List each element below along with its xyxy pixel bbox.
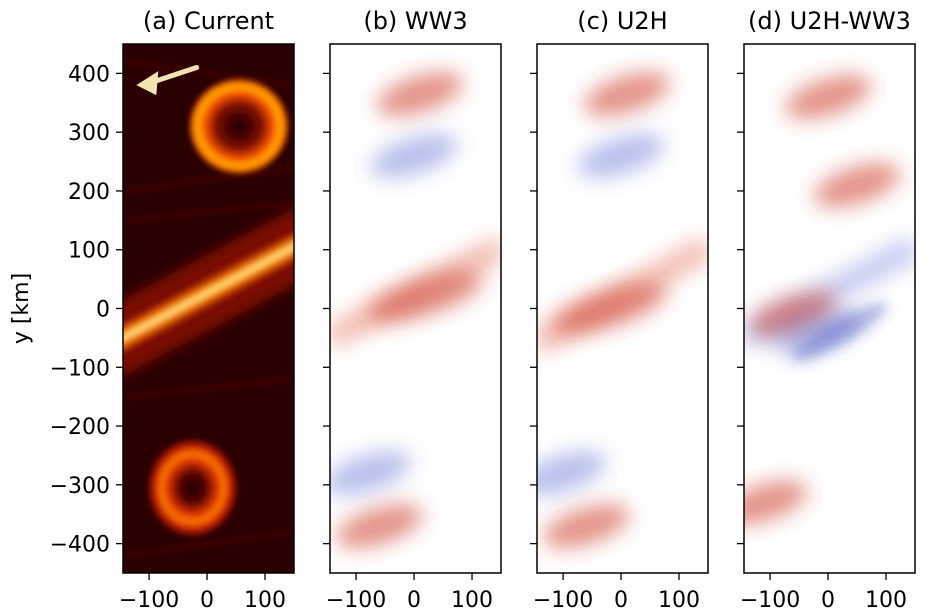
filament	[125, 165, 294, 193]
filament	[125, 530, 294, 557]
current-jet	[123, 207, 294, 378]
positive-anomaly	[813, 163, 901, 208]
negative-anomaly	[370, 133, 458, 178]
positive-anomaly	[784, 74, 872, 119]
y-tick-label: −200	[50, 415, 110, 440]
eddy-north	[188, 78, 289, 175]
negative-anomaly	[791, 302, 888, 362]
panel-2	[329, 43, 502, 574]
filament	[125, 60, 294, 87]
panel-title: (c) U2H	[577, 7, 667, 35]
x-tick-label: −100	[326, 588, 386, 611]
positive-anomaly	[336, 503, 423, 549]
x-tick-label: −100	[740, 588, 800, 611]
negative-anomaly	[577, 133, 665, 178]
negative-anomaly	[537, 451, 607, 496]
x-tick-label: 0	[614, 588, 628, 611]
x-tick-label: 0	[821, 588, 835, 611]
positive-anomaly	[750, 292, 837, 337]
y-tick-label: 0	[96, 298, 110, 323]
filament	[125, 377, 294, 399]
positive-anomaly	[376, 71, 464, 117]
y-tick-label: 100	[68, 239, 110, 264]
y-tick-label: 200	[68, 180, 110, 205]
y-tick-label: 400	[68, 62, 110, 87]
x-tick-label: 100	[658, 588, 700, 611]
panel-3	[536, 43, 709, 574]
panel-4	[743, 43, 916, 574]
eddy-south	[146, 437, 239, 538]
panel-title: (a) Current	[143, 7, 274, 35]
panel-title: (b) WW3	[363, 7, 467, 35]
x-tick-label: 0	[200, 588, 214, 611]
x-tick-label: 100	[451, 588, 493, 611]
x-tick-label: −100	[119, 588, 179, 611]
y-tick-label: 300	[68, 121, 110, 146]
x-tick-label: −100	[533, 588, 593, 611]
x-tick-label: 100	[865, 588, 907, 611]
x-tick-label: 0	[407, 588, 421, 611]
negative-anomaly	[330, 451, 411, 496]
positive-anomaly	[543, 503, 630, 549]
y-tick-label: −100	[50, 356, 110, 381]
panel-title: (d) U2H-WW3	[748, 7, 911, 35]
wave-direction-arrow	[136, 65, 200, 96]
y-tick-label: −400	[50, 533, 110, 558]
y-tick-label: −300	[50, 474, 110, 499]
panel-1	[122, 43, 295, 574]
positive-anomaly	[552, 283, 667, 334]
positive-anomaly	[368, 271, 483, 322]
filament	[125, 201, 294, 222]
positive-anomaly	[744, 480, 808, 525]
x-tick-label: 100	[244, 588, 286, 611]
positive-anomaly	[583, 71, 671, 117]
y-axis-label: y [km]	[9, 273, 34, 344]
